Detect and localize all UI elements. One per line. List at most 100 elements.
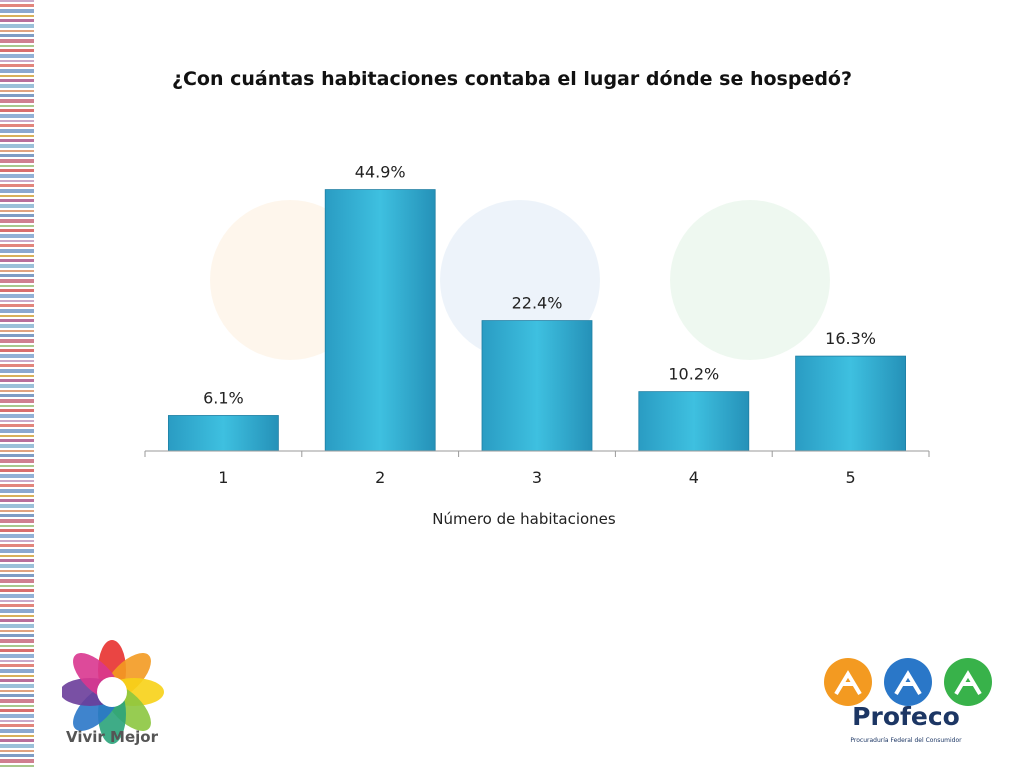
stripe: [0, 64, 34, 67]
stripe: [0, 199, 34, 202]
stripe: [0, 75, 34, 77]
stripe: [0, 195, 34, 197]
bar-4: [638, 391, 750, 452]
stripe: [0, 4, 34, 7]
stripe: [0, 444, 34, 448]
stripe: [0, 249, 34, 253]
stripe: [0, 229, 34, 232]
stripe: [0, 334, 34, 337]
stripe: [0, 429, 34, 433]
stripe: [0, 660, 34, 662]
stripe: [0, 489, 34, 493]
stripe: [0, 34, 34, 37]
stripe: [0, 499, 34, 502]
stripe: [0, 169, 34, 172]
stripe: [0, 384, 34, 388]
stripe: [0, 79, 34, 82]
stripe: [0, 99, 34, 103]
stripe: [0, 534, 34, 538]
stripe: [0, 469, 34, 472]
stripe: [0, 390, 34, 392]
stripe: [0, 49, 34, 52]
stripe: [0, 705, 34, 707]
stripe: [0, 600, 34, 602]
stripe: [0, 180, 34, 182]
stripe: [0, 754, 34, 757]
stripe: [0, 624, 34, 628]
stripe: [0, 54, 34, 58]
stripe: [0, 129, 34, 133]
stripe: [0, 645, 34, 647]
stripe: [0, 159, 34, 163]
stripe: [0, 675, 34, 677]
stripe: [0, 414, 34, 418]
stripe: [0, 439, 34, 442]
stripe: [0, 679, 34, 682]
stripe: [0, 184, 34, 187]
stripe: [0, 9, 34, 13]
stripe: [0, 690, 34, 692]
stripe: [0, 375, 34, 377]
stripe: [0, 649, 34, 652]
stripe: [0, 714, 34, 718]
stripe: [0, 604, 34, 607]
stripe: [0, 204, 34, 208]
stripe: [0, 244, 34, 247]
stripe: [0, 399, 34, 403]
bar-5: [795, 355, 906, 452]
stripe: [0, 219, 34, 223]
vivir-mejor-text: Vivir Mejor: [66, 728, 158, 746]
stripe: [0, 594, 34, 598]
stripe: [0, 525, 34, 527]
stripe: [0, 729, 34, 733]
stripe: [0, 379, 34, 382]
stripe: [0, 504, 34, 508]
data-label-2: 44.9%: [355, 163, 406, 182]
stripe: [0, 330, 34, 332]
stripe: [0, 94, 34, 97]
stripe: [0, 120, 34, 122]
x-tick-label-1: 1: [218, 468, 228, 487]
stripe: [0, 289, 34, 292]
stripe: [0, 324, 34, 328]
stripe: [0, 409, 34, 412]
stripe: [0, 750, 34, 752]
stripe: [0, 300, 34, 302]
stripe: [0, 270, 34, 272]
bar-3: [481, 320, 593, 452]
profeco-name: Profeco: [852, 702, 960, 731]
decorative-stripes: [0, 0, 34, 767]
stripe: [0, 639, 34, 643]
stripe: [0, 474, 34, 478]
stripe: [0, 544, 34, 547]
stripe: [0, 510, 34, 512]
stripe: [0, 105, 34, 107]
stripe: [0, 234, 34, 238]
stripe: [0, 225, 34, 227]
stripe: [0, 739, 34, 742]
data-label-1: 6.1%: [203, 388, 244, 407]
stripe: [0, 304, 34, 307]
x-tick-label-4: 4: [689, 468, 699, 487]
stripe: [0, 664, 34, 667]
stripe: [0, 564, 34, 568]
stripe: [0, 150, 34, 152]
stripe: [0, 109, 34, 112]
stripe: [0, 259, 34, 262]
stripe: [0, 549, 34, 553]
stripe: [0, 480, 34, 482]
stripe: [0, 144, 34, 148]
stripe: [0, 69, 34, 73]
stripe: [0, 454, 34, 457]
stripe: [0, 484, 34, 487]
data-label-5: 16.3%: [825, 329, 876, 348]
stripe: [0, 135, 34, 137]
stripe: [0, 294, 34, 298]
stripe: [0, 210, 34, 212]
stripe: [0, 214, 34, 217]
stripe: [0, 424, 34, 427]
stripe: [0, 15, 34, 17]
stripe: [0, 540, 34, 542]
stripe: [0, 630, 34, 632]
